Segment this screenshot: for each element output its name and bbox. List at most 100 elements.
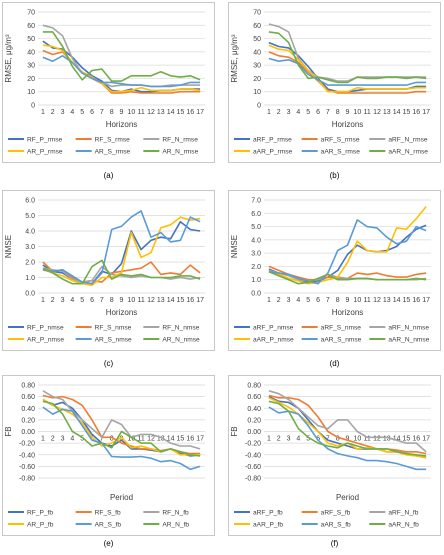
series-line-aRF_N_fb [268,390,427,453]
chart-e: -0.80 -0.60 -0.40 -0.20 0.00 0.20 0.40 0.60 0.80… [2,375,215,536]
legend-label: AR_N_rmse [162,149,198,156]
x-tick-label: 1 [41,297,45,304]
x-tick-label: 13 [157,297,165,304]
y-tick-label: 6.0 [251,211,261,218]
x-tick-label: 9 [346,436,350,443]
series-line-aAR_S_fb [268,406,427,471]
series-line-AR_N_fb [42,400,201,457]
chart-frame [2,375,215,536]
x-tick-label: 11 [364,109,371,116]
series-line-aAR_N_rmse [268,31,427,84]
x-tick-label: 1 [267,297,271,304]
x-tick-label: 6 [316,297,320,304]
x-tick-label: 6 [90,297,94,304]
legend-label: aAR_N_nmse [388,337,429,344]
x-tick-label: 2 [277,297,281,304]
x-tick-label: 16 [412,436,420,443]
x-tick-label: 3 [61,297,65,304]
x-tick-label: 14 [393,436,401,443]
y-tick-label: -0.60 [245,464,261,471]
x-tick-label: 8 [110,436,114,443]
x-tick-label: 8 [110,297,114,304]
x-tick-label: 14 [393,109,401,116]
x-tick-label: 4 [296,297,300,304]
x-tick-label: 9 [346,109,350,116]
x-tick-label: 14 [167,109,175,116]
legend-label: aAR_S_rmse [321,149,361,156]
y-tick-label: 0.40 [247,406,261,413]
series-line-aAR_N_nmse [268,270,427,285]
panel-caption: (f) [331,539,339,548]
legend-label: aRF_S_nmse [321,325,362,332]
y-tick-label: 0 [31,103,35,110]
x-tick-label: 1 [267,436,271,443]
legend-label: aAR_N_rmse [388,149,428,156]
x-tick-label: 12 [147,297,155,304]
legend-label: RF_N_rmse [162,137,198,144]
series-line-AR_S_nmse [42,210,201,285]
x-tick-label: 13 [157,109,165,116]
x-tick-label: 5 [80,297,84,304]
legend-label: aAR_N_fb [388,522,419,529]
chart-f: -0.80 -0.60 -0.40 -0.20 0.00 0.20 0.40 0.60 0.80… [228,375,441,536]
x-tick-label: 3 [61,109,65,116]
y-tick-label: -0.80 [19,476,35,483]
legend-label: aAR_P_nmse [253,337,294,344]
y-tick-label: 4.0 [25,229,35,236]
x-tick-label: 13 [383,109,391,116]
x-tick-label: 5 [306,109,310,116]
x-axis-label: Period [110,493,133,502]
legend-label: AR_S_nmse [95,337,132,344]
y-tick-label: 10 [27,89,35,96]
y-tick-label: 7.0 [251,198,261,205]
x-tick-label: 2 [51,436,55,443]
legend-label: RF_P_rmse [27,137,63,144]
x-tick-label: 7 [100,109,104,116]
y-tick-label: 40 [253,49,261,56]
y-axis-label: FB [4,426,13,436]
y-tick-label: 70 [27,10,35,17]
series-line-RF_N_fb [42,390,201,450]
x-tick-label: 15 [177,297,185,304]
y-tick-label: 0.40 [21,406,35,413]
x-tick-label: 12 [373,297,381,304]
x-tick-label: 6 [90,109,94,116]
panel-caption: (e) [104,539,114,548]
y-tick-label: 1.0 [25,275,35,282]
x-tick-label: 7 [326,297,330,304]
series-line-AR_N_rmse [42,31,201,82]
series-line-aAR_N_fb [268,400,427,457]
y-tick-label: 0.00 [247,429,261,436]
y-axis-label: FB [230,426,239,436]
x-axis-label: Horizons [106,308,138,317]
x-tick-label: 6 [316,109,320,116]
y-tick-label: 10 [253,89,261,96]
y-axis-label: NMSE [230,235,239,258]
x-tick-label: 2 [277,109,281,116]
y-tick-label: 5.0 [25,213,35,220]
x-tick-label: 9 [120,436,124,443]
series-line-AR_P_nmse [42,216,201,287]
legend-label: aRF_P_nmse [253,325,294,332]
x-tick-label: 12 [373,436,381,443]
legend-label: aRF_P_fb [253,510,283,517]
chart-c: 0.01.02.03.04.05.06.01 2 3 4 5 6 7 8 9 10 11 12 13 14… [2,190,215,351]
x-tick-label: 11 [364,297,371,304]
series-line-AR_P_fb [42,398,201,456]
y-tick-label: -0.20 [245,441,261,448]
x-tick-label: 9 [120,297,124,304]
panel-caption: (d) [330,359,340,368]
y-tick-label: 0.80 [247,383,261,390]
x-tick-label: 17 [422,109,430,116]
y-axis-label: NMSE [4,235,13,258]
x-tick-label: 8 [336,297,340,304]
x-tick-label: 15 [177,436,185,443]
x-tick-label: 15 [403,109,411,116]
x-axis-label: Horizons [332,120,364,129]
y-tick-label: -0.20 [19,441,35,448]
y-tick-label: 0.60 [247,394,261,401]
legend-label: RF_N_fb [162,510,189,517]
x-tick-label: 3 [61,436,65,443]
